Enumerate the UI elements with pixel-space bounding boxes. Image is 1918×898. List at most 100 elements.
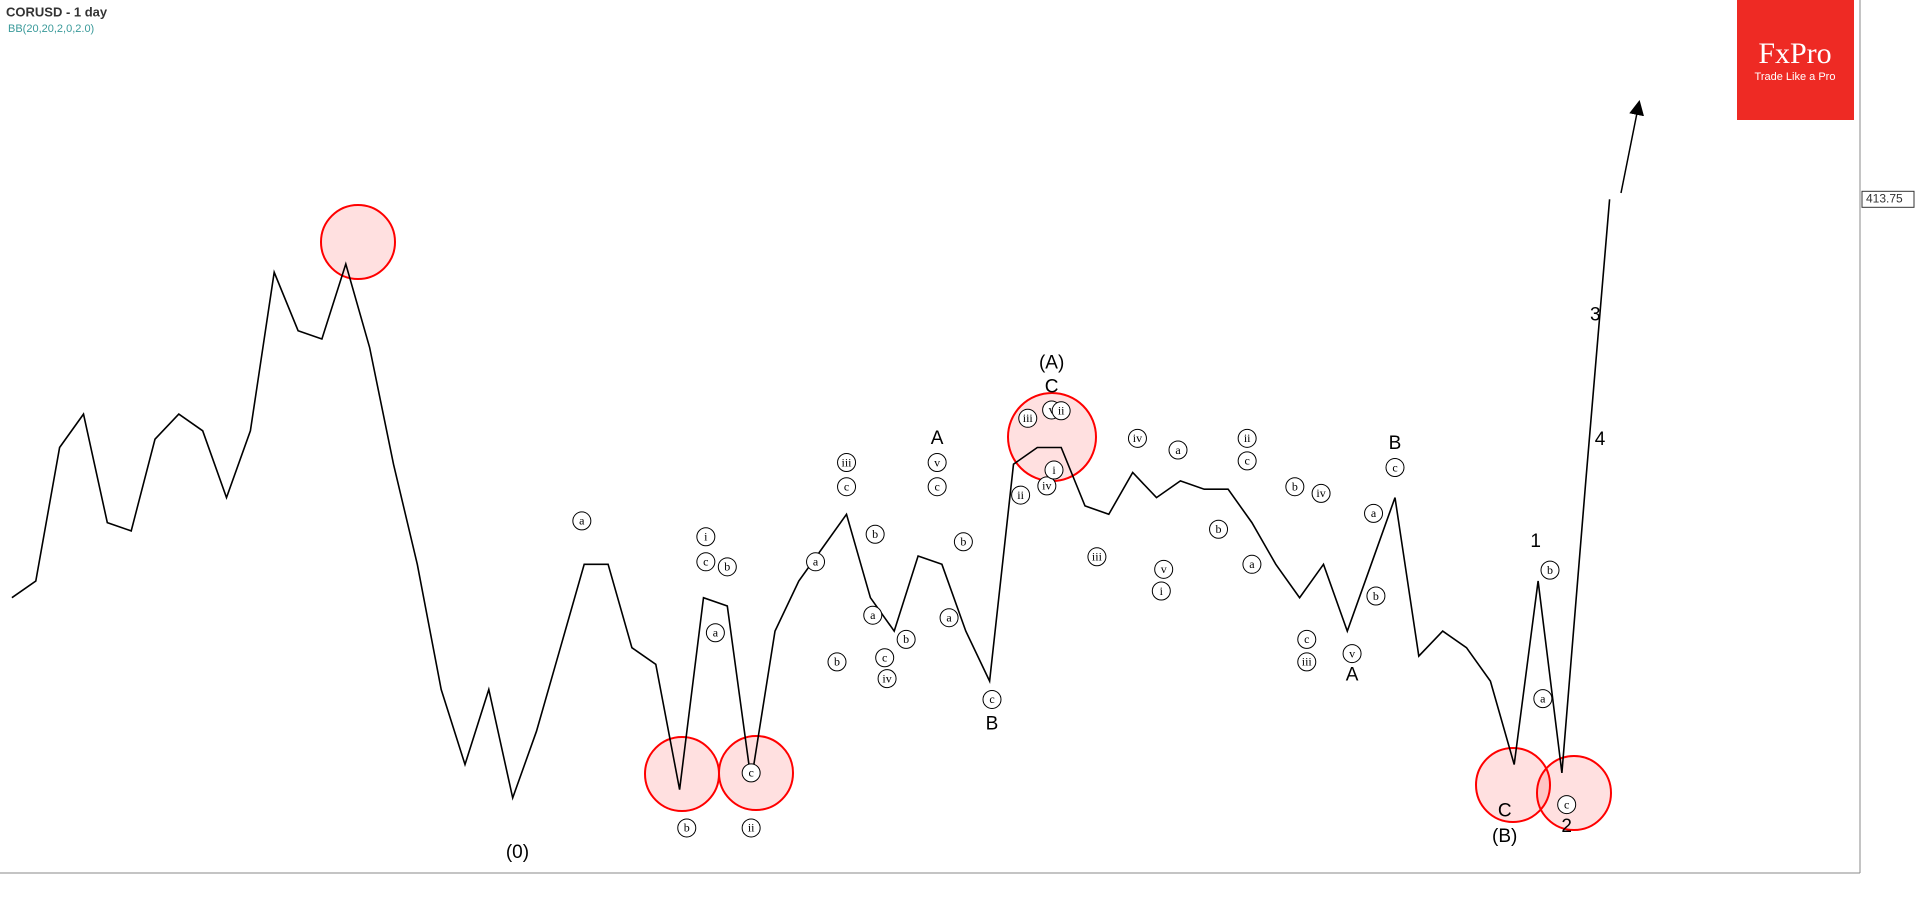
minor-label: b: [903, 632, 909, 646]
minor-label-ring: [696, 552, 716, 572]
wave-label: 2: [1561, 816, 1572, 837]
wave-label: 3: [1590, 305, 1601, 326]
minor-label: a: [1249, 557, 1255, 571]
minor-label-ring: [806, 552, 826, 572]
minor-label-ring: [863, 605, 883, 625]
minor-label-ring: [927, 477, 947, 497]
highlight-circle: [320, 204, 396, 280]
minor-label: i: [704, 530, 708, 544]
minor-label: v: [1349, 646, 1355, 660]
logo-box: [1737, 0, 1854, 120]
minor-label-ring: [1285, 477, 1305, 497]
wave-label: A: [1346, 664, 1359, 685]
minor-label-ring: [677, 818, 697, 838]
minor-label-ring: [741, 763, 761, 783]
minor-label: v: [1161, 562, 1167, 576]
minor-label: c: [1564, 797, 1569, 811]
minor-label-ring: [1127, 428, 1147, 448]
wave-label: (0): [506, 842, 529, 863]
minor-label: ii: [1244, 431, 1251, 445]
minor-label-ring: [1011, 485, 1031, 505]
minor-label: b: [834, 655, 840, 669]
minor-label-ring: [572, 511, 592, 531]
minor-label-ring: [1237, 428, 1257, 448]
minor-label: a: [1175, 443, 1181, 457]
minor-label-ring: [1018, 408, 1038, 428]
wave-label: C: [1045, 376, 1059, 397]
minor-label: iii: [842, 455, 853, 469]
projection-arrow: [1620, 100, 1645, 194]
minor-label: c: [934, 479, 939, 493]
chart-subtitle: BB(20,20,2,0,2.0): [8, 23, 94, 35]
minor-label: b: [1547, 563, 1553, 577]
minor-label-ring: [827, 652, 847, 672]
minor-label-ring: [927, 453, 947, 473]
minor-label: a: [946, 610, 952, 624]
minor-label: iii: [1092, 550, 1103, 564]
minor-label-ring: [1366, 586, 1386, 606]
minor-label-ring: [1311, 483, 1331, 503]
minor-label: a: [579, 514, 585, 528]
minor-label: a: [1371, 506, 1377, 520]
minor-label-ring: [1297, 652, 1317, 672]
minor-label: c: [989, 692, 994, 706]
minor-label: c: [1392, 460, 1397, 474]
minor-label-ring: [717, 557, 737, 577]
minor-label-ring: [1533, 689, 1553, 709]
minor-label-ring: [837, 477, 857, 497]
minor-label-ring: [1297, 629, 1317, 649]
minor-label: b: [960, 535, 966, 549]
minor-label-ring: [1209, 519, 1229, 539]
minor-label-ring: [1385, 458, 1405, 478]
wave-label: 4: [1595, 429, 1606, 450]
wave-label: A: [931, 428, 944, 449]
minor-label: v: [934, 455, 940, 469]
wave-label: 1: [1530, 531, 1541, 552]
minor-label-ring: [1557, 795, 1577, 815]
minor-label: c: [1304, 632, 1309, 646]
minor-label-ring: [1168, 440, 1188, 460]
minor-label: b: [872, 527, 878, 541]
minor-label: iii: [1302, 655, 1313, 669]
minor-label: ii: [748, 821, 755, 835]
minor-label-ring: [1364, 503, 1384, 523]
minor-label: c: [703, 555, 708, 569]
minor-label-ring: [705, 623, 725, 643]
wave-label: B: [1389, 433, 1402, 454]
minor-label: iv: [882, 671, 891, 685]
minor-label-ring: [875, 648, 895, 668]
minor-label: b: [684, 821, 690, 835]
minor-label-ring: [1540, 560, 1560, 580]
minor-label: a: [870, 608, 876, 622]
minor-label-ring: [1237, 451, 1257, 471]
minor-label-ring: [1037, 476, 1057, 496]
logo-brand: FxPro: [1758, 37, 1831, 70]
minor-label-ring: [837, 453, 857, 473]
wave-label: B: [986, 714, 999, 735]
highlight-circle: [1536, 755, 1612, 831]
minor-label-ring: [1151, 581, 1171, 601]
wave-label: (B): [1492, 826, 1517, 847]
minor-label: b: [1292, 479, 1298, 493]
minor-label-ring: [1051, 401, 1071, 421]
minor-label: i: [1160, 584, 1164, 598]
wave-label: (A): [1039, 352, 1064, 373]
minor-label: c: [844, 479, 849, 493]
minor-label: c: [1244, 454, 1249, 468]
minor-label: a: [1540, 691, 1546, 705]
minor-label: v: [1049, 403, 1055, 417]
minor-label: b: [724, 560, 730, 574]
highlight-circle: [1475, 747, 1551, 823]
minor-label-ring: [1044, 460, 1064, 480]
minor-label-ring: [865, 524, 885, 544]
logo-slogan: Trade Like a Pro: [1755, 71, 1836, 83]
minor-label-ring: [1342, 644, 1362, 664]
minor-label: ii: [1017, 488, 1024, 502]
minor-label-ring: [982, 689, 1002, 709]
minor-label-ring: [939, 608, 959, 628]
minor-label: iv: [1316, 486, 1325, 500]
axis: 413.75: [1861, 190, 1915, 208]
minor-label: ii: [1058, 404, 1065, 418]
